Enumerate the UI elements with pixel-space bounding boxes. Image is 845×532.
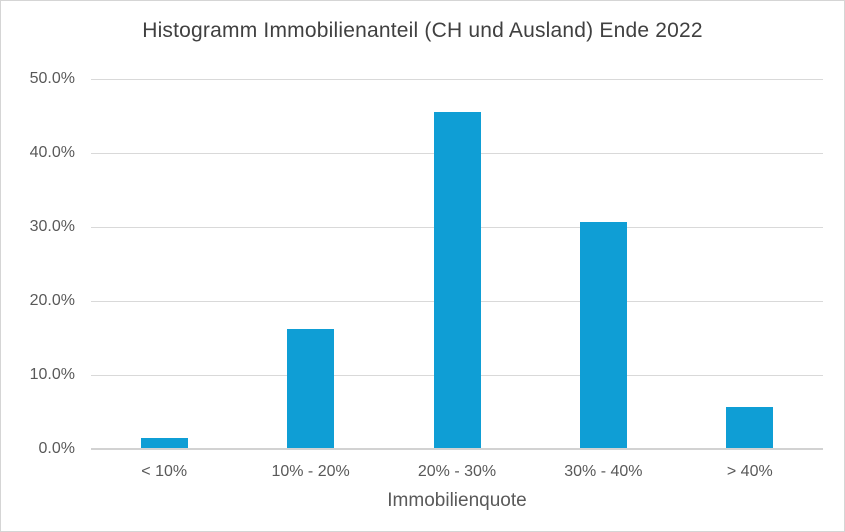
x-axis-labels: < 10% 10% - 20% 20% - 30% 30% - 40% > 40% [91,463,823,485]
gridline [91,78,823,80]
y-tick-label: 30.0% [29,218,75,235]
y-tick-label: 0.0% [38,440,75,457]
bar [433,111,481,449]
bar [726,406,774,449]
x-axis-title: Immobilienquote [387,490,527,511]
x-tick-label: < 10% [141,463,188,480]
y-tick-label: 40.0% [29,144,75,161]
y-tick-label: 50.0% [29,70,75,87]
x-tick-label: 20% - 30% [417,463,497,480]
bar [579,221,627,449]
y-tick-label: 10.0% [29,366,75,383]
y-axis-labels: 0.0% 10.0% 20.0% 30.0% 40.0% 50.0% [1,1,75,531]
x-axis-line [91,448,823,450]
x-tick-label: 10% - 20% [271,463,350,480]
x-tick-label: > 40% [726,463,773,480]
y-tick-label: 20.0% [29,292,75,309]
bar [140,437,188,449]
x-tick-label: 30% - 40% [564,463,643,480]
bar [287,329,335,449]
chart-title: Histogramm Immobilienanteil (CH und Ausl… [142,19,703,42]
plot-area [91,78,823,449]
